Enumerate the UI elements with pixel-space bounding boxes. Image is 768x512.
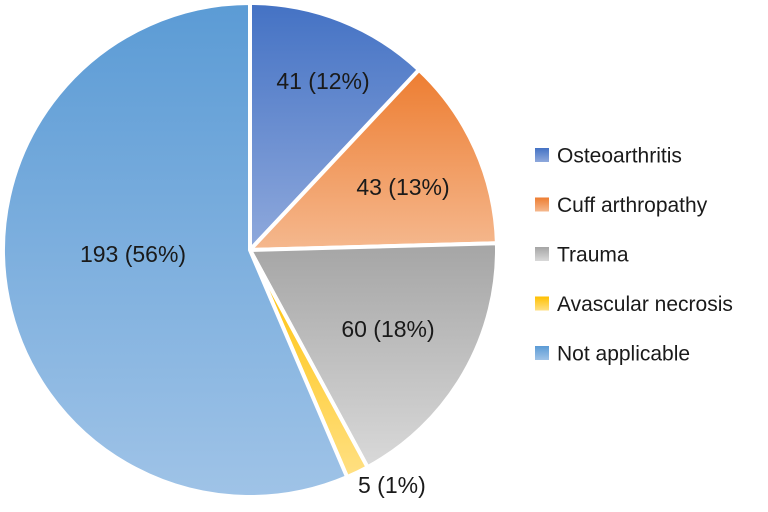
legend: Osteoarthritis Cuff arthropathy Trauma Avas…	[535, 145, 733, 366]
legend-label: Avascular necrosis	[557, 293, 733, 316]
slice-data-label: 43 (13%)	[356, 174, 449, 200]
pie-slices	[1, 1, 499, 499]
slice-data-label: 41 (12%)	[276, 68, 369, 94]
pie-slice-cuff-arthropathy	[248, 67, 499, 252]
pie-slice-osteoarthritis	[248, 1, 421, 252]
legend-label: Not applicable	[557, 343, 690, 366]
legend-label: Osteoarthritis	[557, 145, 682, 168]
legend-swatch	[535, 296, 549, 311]
legend-swatch	[535, 148, 549, 162]
slice-data-label: 5 (1%)	[358, 472, 426, 498]
slice-data-label: 193 (56%)	[80, 241, 186, 267]
legend-swatch	[535, 346, 549, 360]
legend-swatch	[535, 197, 549, 212]
slice-data-label: 60 (18%)	[341, 316, 434, 342]
legend-label: Cuff arthropathy	[557, 194, 708, 217]
pie-slice-not-applicable	[1, 1, 350, 499]
slice-labels: 41 (12%) 43 (13%) 60 (18%) 5 (1%) 193 (56%)	[80, 68, 450, 498]
legend-label: Trauma	[557, 244, 629, 267]
pie-slice-trauma	[248, 241, 499, 470]
legend-swatch	[535, 247, 549, 261]
